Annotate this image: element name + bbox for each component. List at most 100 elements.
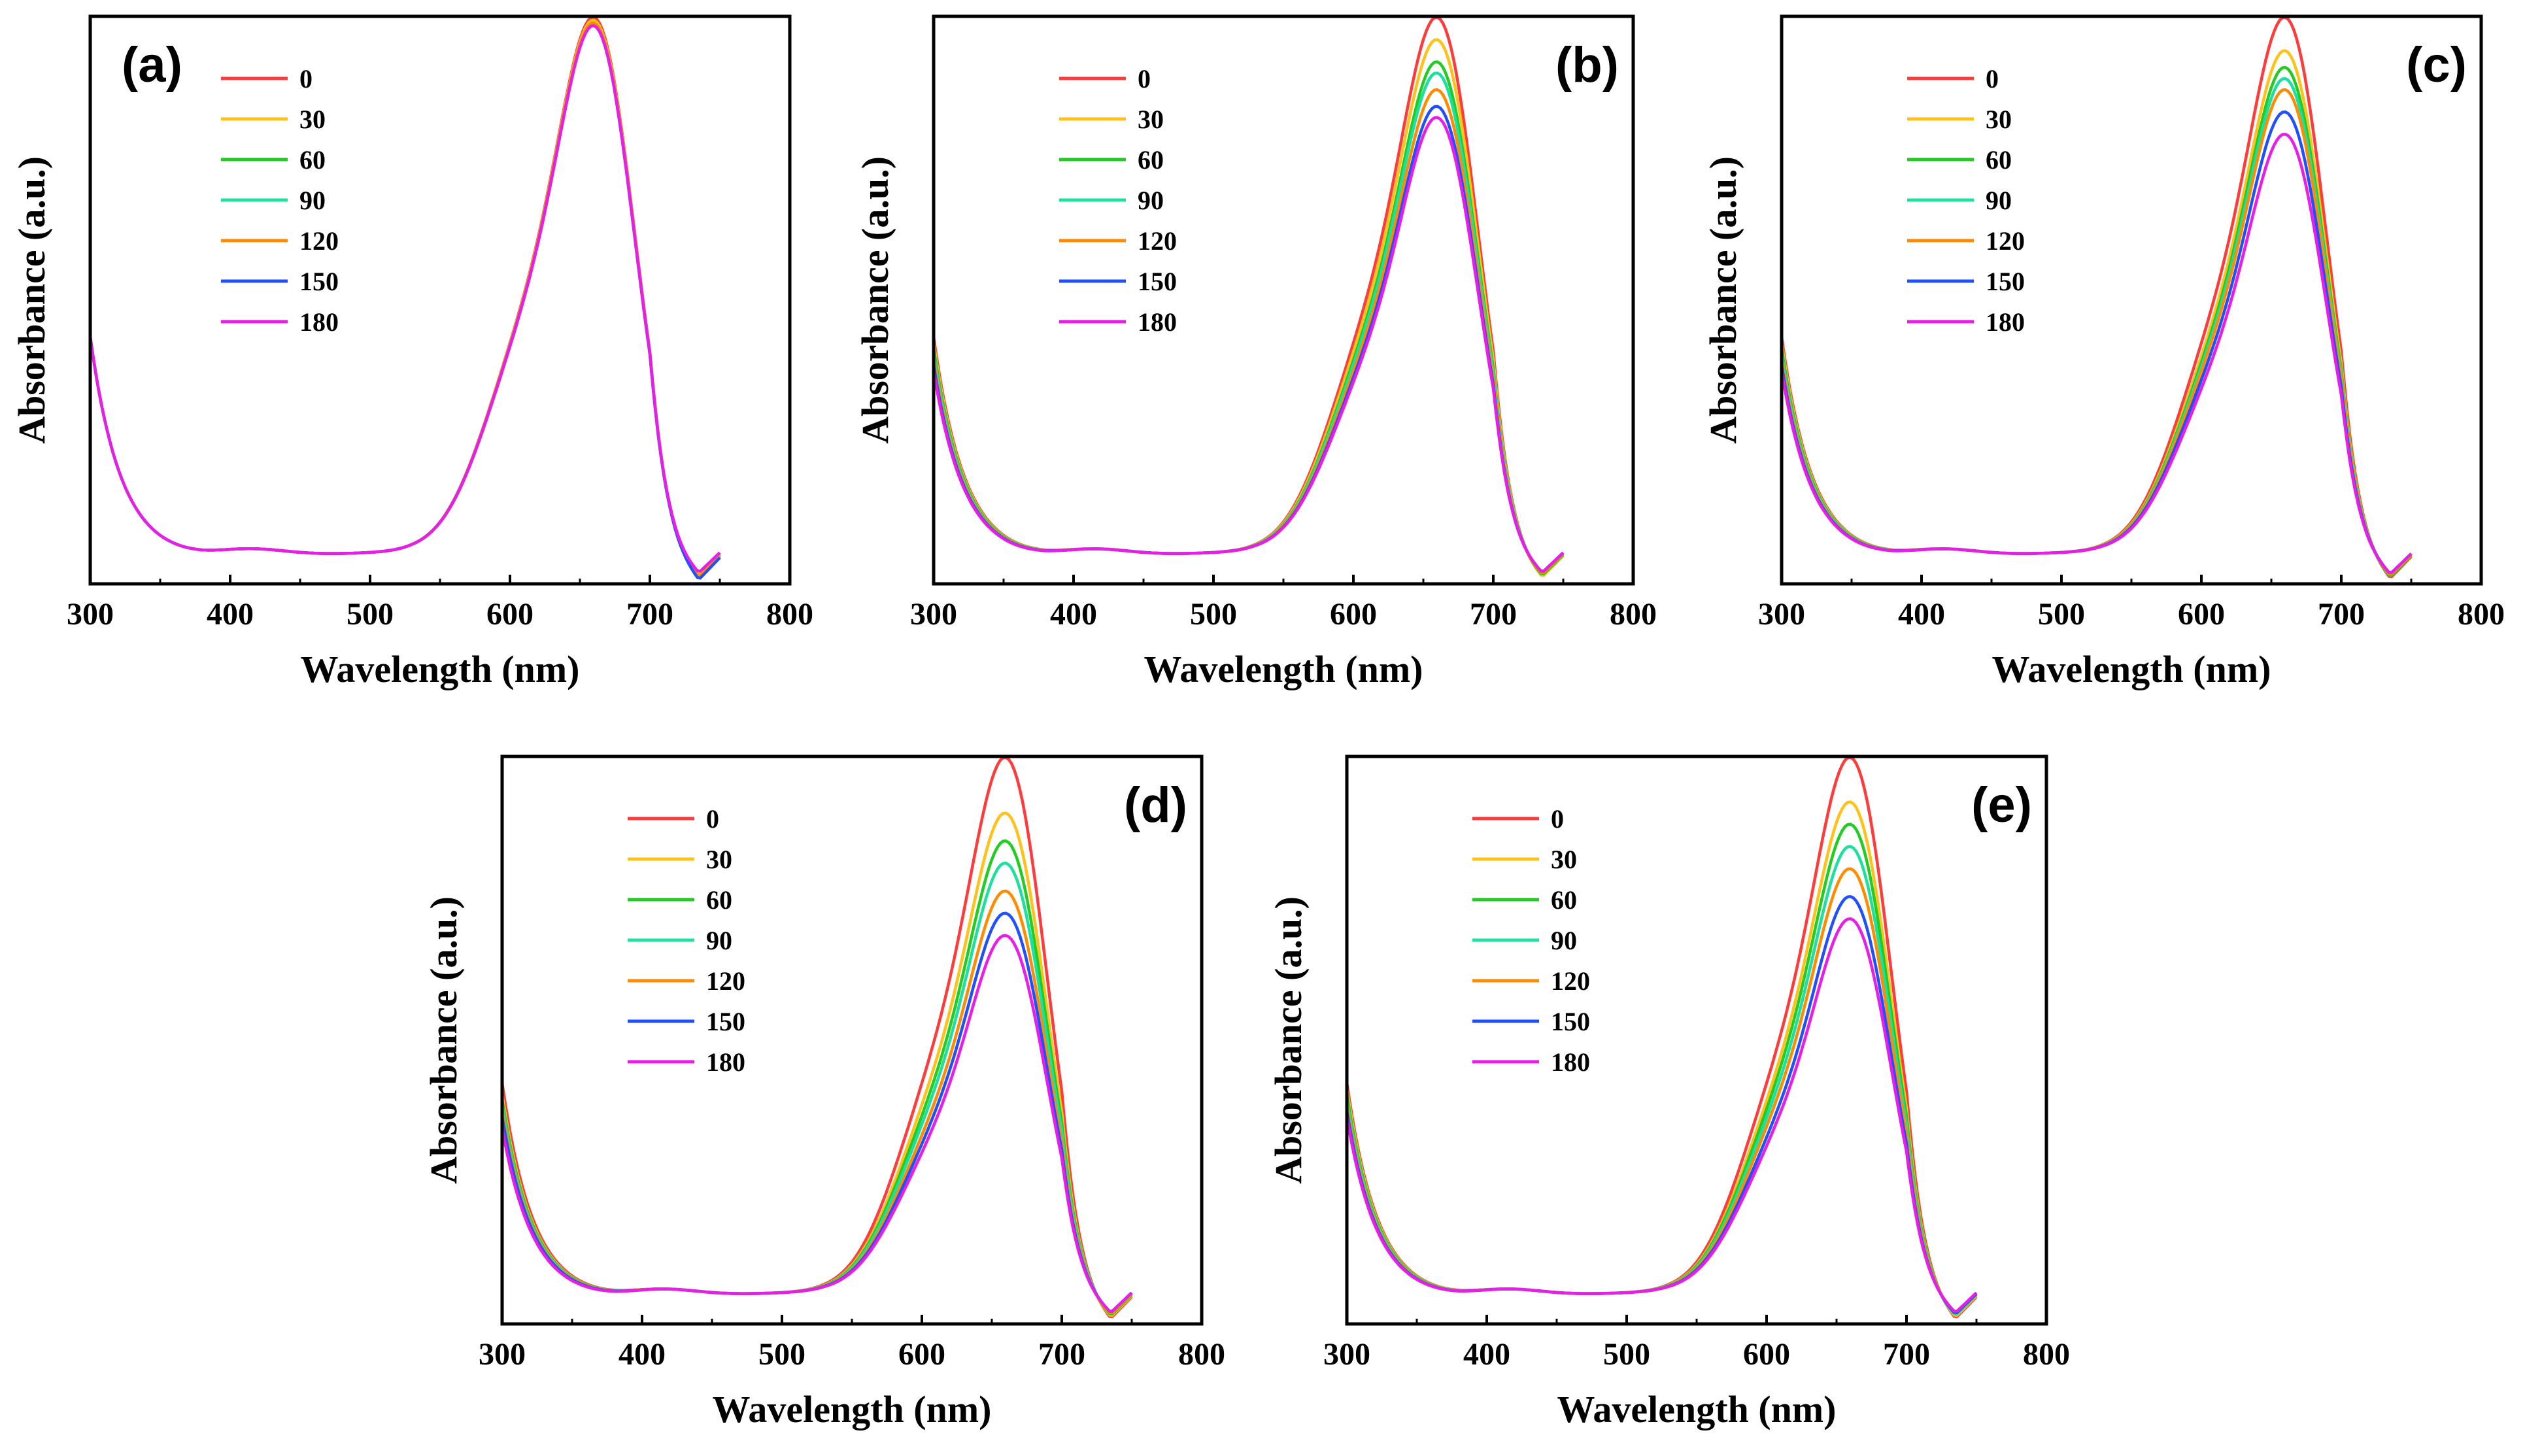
- x-tick-label: 600: [2178, 597, 2225, 632]
- legend-label-60: 60: [1986, 145, 2012, 175]
- x-tick-label: 400: [1898, 597, 1945, 632]
- legend-label-0: 0: [299, 64, 313, 93]
- x-tick-label: 700: [2318, 597, 2365, 632]
- x-tick-label: 300: [910, 597, 957, 632]
- series-line-180: [1345, 917, 1978, 1313]
- x-tick-label: 400: [1463, 1337, 1510, 1372]
- plot-frame: [1345, 754, 2048, 1326]
- x-axis-title: Wavelength (nm): [1144, 648, 1423, 690]
- x-tick-label: 500: [347, 597, 394, 632]
- x-tick-label: 300: [1758, 597, 1805, 632]
- y-axis-title: Absorbance (a.u.): [1702, 156, 1744, 444]
- series-line-60: [1780, 65, 2413, 577]
- legend-label-150: 150: [1138, 267, 1177, 296]
- x-tick-label: 800: [1610, 597, 1657, 632]
- series-line-90: [1345, 845, 1978, 1316]
- legend-label-150: 150: [1551, 1007, 1590, 1036]
- legend-label-120: 120: [1551, 966, 1590, 996]
- x-tick-label: 800: [2023, 1337, 2070, 1372]
- legend-label-0: 0: [706, 804, 719, 834]
- series-line-60: [88, 21, 721, 577]
- x-tick-label: 400: [207, 597, 254, 632]
- legend-label-90: 90: [299, 186, 326, 215]
- x-tick-label: 500: [2038, 597, 2085, 632]
- x-tick-label: 800: [1178, 1337, 1225, 1372]
- legend-label-60: 60: [299, 145, 326, 175]
- legend-label-180: 180: [1551, 1047, 1590, 1077]
- series-line-0: [500, 756, 1133, 1319]
- legend-label-30: 30: [1551, 845, 1577, 874]
- panel-label: (b): [1555, 37, 1619, 93]
- series-line-0: [932, 16, 1565, 577]
- plot-frame: [88, 14, 792, 586]
- legend-label-120: 120: [1138, 226, 1177, 256]
- series-line-0: [1345, 756, 1978, 1319]
- series-line-30: [88, 18, 721, 576]
- series-line-30: [1780, 49, 2413, 577]
- panel-label: (e): [1971, 777, 2032, 833]
- legend-label-120: 120: [706, 966, 745, 996]
- panel-label: (c): [2406, 37, 2467, 93]
- x-tick-label: 300: [1323, 1337, 1370, 1372]
- legend-label-30: 30: [299, 105, 326, 134]
- series-line-60: [500, 839, 1133, 1316]
- x-tick-label: 600: [1330, 597, 1377, 632]
- x-tick-label: 800: [766, 597, 813, 632]
- series-line-0: [1780, 16, 2413, 579]
- legend-label-0: 0: [1551, 804, 1564, 834]
- x-tick-label: 400: [1050, 597, 1097, 632]
- x-tick-label: 500: [1190, 597, 1237, 632]
- series-line-0: [88, 16, 721, 575]
- legend-label-180: 180: [299, 307, 339, 337]
- series-line-90: [88, 21, 721, 579]
- x-tick-label: 700: [1470, 597, 1517, 632]
- legend-label-180: 180: [706, 1047, 745, 1077]
- x-axis-title: Wavelength (nm): [1557, 1388, 1837, 1431]
- x-tick-label: 400: [619, 1337, 666, 1372]
- legend-label-180: 180: [1986, 307, 2025, 337]
- y-axis-title: Absorbance (a.u.): [422, 896, 465, 1184]
- legend-label-150: 150: [299, 267, 339, 296]
- legend-label-60: 60: [706, 885, 732, 915]
- legend-label-30: 30: [1986, 105, 2012, 134]
- legend-label-90: 90: [706, 926, 732, 955]
- series-line-180: [88, 24, 721, 573]
- legend-label-60: 60: [1551, 885, 1577, 915]
- legend-label-90: 90: [1551, 926, 1577, 955]
- legend-label-0: 0: [1138, 64, 1151, 93]
- legend-label-0: 0: [1986, 64, 1999, 93]
- legend-label-120: 120: [299, 226, 339, 256]
- series-line-150: [88, 24, 721, 580]
- legend-label-60: 60: [1138, 145, 1164, 175]
- series-line-120: [88, 21, 721, 577]
- x-axis-title: Wavelength (nm): [713, 1388, 992, 1431]
- y-axis-title: Absorbance (a.u.): [1267, 896, 1310, 1184]
- x-tick-label: 500: [758, 1337, 805, 1372]
- legend-label-180: 180: [1138, 307, 1177, 337]
- plot-frame: [500, 754, 1204, 1326]
- legend-label-30: 30: [706, 845, 732, 874]
- legend-label-120: 120: [1986, 226, 2025, 256]
- y-axis-title: Absorbance (a.u.): [10, 156, 53, 444]
- legend-label-150: 150: [706, 1007, 745, 1036]
- x-axis-title: Wavelength (nm): [1992, 648, 2271, 690]
- x-tick-label: 700: [1883, 1337, 1930, 1372]
- x-axis-title: Wavelength (nm): [301, 648, 580, 690]
- x-tick-label: 700: [626, 597, 673, 632]
- legend-label-150: 150: [1986, 267, 2025, 296]
- x-tick-label: 800: [2458, 597, 2505, 632]
- x-tick-label: 300: [67, 597, 114, 632]
- panel-label: (d): [1124, 777, 1187, 833]
- series-line-180: [1780, 133, 2413, 575]
- x-tick-label: 300: [479, 1337, 526, 1372]
- series-line-180: [500, 934, 1133, 1313]
- panel-label: (a): [122, 37, 182, 93]
- series-line-30: [932, 38, 1565, 577]
- x-tick-label: 600: [1743, 1337, 1790, 1372]
- series-line-60: [932, 60, 1565, 576]
